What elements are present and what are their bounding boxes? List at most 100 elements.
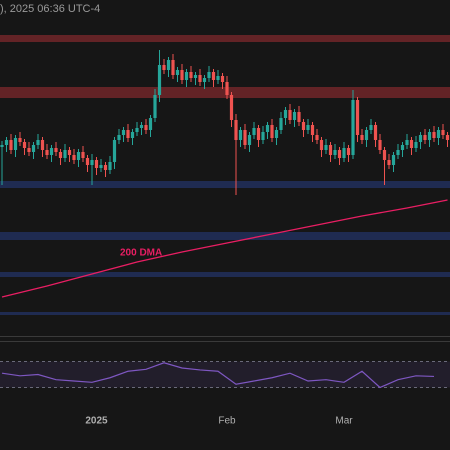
candle-body xyxy=(76,152,81,160)
candle-body xyxy=(252,128,256,135)
candle-body xyxy=(40,140,45,150)
candle-body xyxy=(301,122,306,130)
candle-body xyxy=(31,145,36,152)
candle-body xyxy=(22,142,27,148)
x-tick-label: 2025 xyxy=(85,416,108,427)
candle-body xyxy=(261,132,265,140)
candle-body xyxy=(396,150,400,155)
candle-body xyxy=(90,160,94,165)
candle-body xyxy=(342,148,346,158)
candle-body xyxy=(319,140,324,150)
candle-body xyxy=(193,75,198,78)
candle-body xyxy=(418,135,423,142)
candle-body xyxy=(94,160,99,168)
candle-body xyxy=(180,70,184,80)
candle-body xyxy=(67,150,72,155)
candle-body xyxy=(288,110,292,120)
candle-body xyxy=(189,72,193,78)
candle-body xyxy=(99,165,103,168)
candle-body xyxy=(234,120,238,140)
candle-body xyxy=(184,72,189,80)
candle-body xyxy=(211,72,216,80)
candle-body xyxy=(9,140,13,150)
candle-body xyxy=(72,155,76,160)
candle-body xyxy=(324,145,328,150)
candle-body xyxy=(63,150,67,158)
candle-body xyxy=(378,140,382,150)
level-zone xyxy=(0,35,450,42)
candle-body xyxy=(148,118,153,130)
candle-body xyxy=(423,135,427,140)
candle-body xyxy=(445,135,450,140)
candle-body xyxy=(333,150,337,155)
candle-body xyxy=(216,76,220,80)
candle-body xyxy=(207,72,211,78)
candle-body xyxy=(162,65,166,70)
candle-body xyxy=(387,160,391,165)
candle-body xyxy=(243,130,247,145)
candle-body xyxy=(328,145,333,155)
candle-body xyxy=(117,135,121,140)
candle-body xyxy=(351,100,355,155)
candle-body xyxy=(283,110,288,118)
candle-body xyxy=(364,130,369,140)
candle-body xyxy=(85,158,90,165)
level-zone xyxy=(0,181,450,188)
candle-body xyxy=(306,125,310,130)
level-zone xyxy=(0,272,450,277)
candle-body xyxy=(108,162,112,170)
rsi-band xyxy=(0,361,450,388)
candle-body xyxy=(229,95,234,120)
candle-body xyxy=(54,148,58,152)
candle-body xyxy=(427,132,432,140)
candle-body xyxy=(409,140,414,148)
candle-body xyxy=(292,112,297,120)
candle-body xyxy=(153,95,157,118)
level-zone xyxy=(0,232,450,240)
candle-body xyxy=(0,145,4,147)
candle-body xyxy=(256,128,261,140)
candle-body xyxy=(238,130,243,140)
dma-line xyxy=(1,199,448,298)
candle-body xyxy=(346,148,351,155)
candle-body xyxy=(225,82,229,95)
candle-body xyxy=(58,152,63,158)
candle-body xyxy=(139,125,144,128)
candle-body xyxy=(144,125,148,130)
candle-body xyxy=(414,142,418,148)
candle-body xyxy=(400,145,405,150)
candle-body xyxy=(436,130,441,138)
candle-body xyxy=(202,78,207,82)
candle-body xyxy=(198,75,202,82)
candle-body xyxy=(27,148,31,152)
candle-body xyxy=(4,140,9,145)
candle-body xyxy=(265,125,270,132)
candle-body xyxy=(315,135,319,140)
candle-body xyxy=(297,112,301,122)
candle-body xyxy=(130,132,135,138)
candle-body xyxy=(270,125,274,138)
candle-body xyxy=(432,132,436,138)
x-tick-label: Feb xyxy=(218,416,236,427)
candle-body xyxy=(81,152,85,158)
candle-body xyxy=(157,65,162,95)
candle-body xyxy=(405,140,409,145)
candle-body xyxy=(135,128,139,132)
candle-body xyxy=(121,130,126,135)
candle-body xyxy=(247,135,252,145)
candle-body xyxy=(45,150,49,155)
candle-body xyxy=(369,125,373,130)
candle-body xyxy=(36,140,40,145)
candle-body xyxy=(126,130,130,138)
candle-body xyxy=(360,135,364,140)
x-tick-label: Mar xyxy=(335,416,353,427)
candle-body xyxy=(355,100,360,135)
candle-body xyxy=(166,60,171,70)
candle-body xyxy=(13,138,18,150)
candle-body xyxy=(391,155,396,165)
candle-body xyxy=(171,60,175,75)
candle-body xyxy=(274,130,279,138)
candle-body xyxy=(382,150,387,160)
level-zone xyxy=(0,87,450,98)
